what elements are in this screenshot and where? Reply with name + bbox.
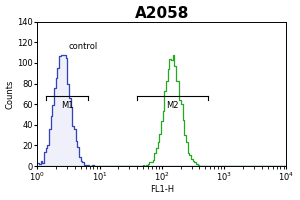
Title: A2058: A2058 (135, 6, 189, 21)
Text: M2: M2 (166, 101, 179, 110)
X-axis label: FL1-H: FL1-H (150, 185, 174, 194)
Y-axis label: Counts: Counts (6, 79, 15, 109)
Text: M1: M1 (61, 101, 74, 110)
Text: control: control (69, 42, 98, 51)
